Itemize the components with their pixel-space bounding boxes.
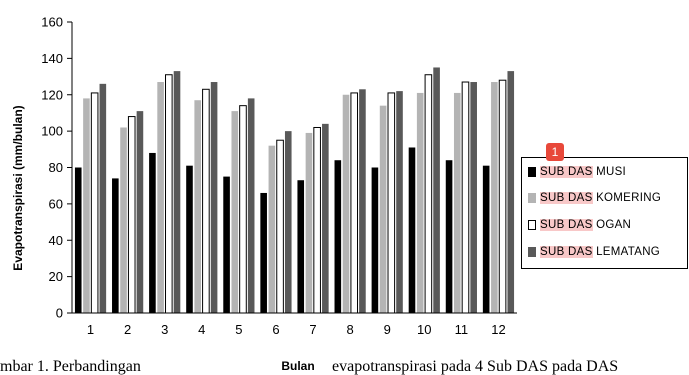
y-tick-label: 120 [41, 87, 63, 102]
y-axis-title: Evapotranspirasi (mm/bulan) [11, 105, 25, 270]
bar-ogan-3 [165, 74, 173, 314]
x-tick-label: 1 [87, 322, 94, 337]
bar-lematang-4 [210, 82, 218, 314]
bar-komering-8 [342, 94, 350, 313]
bar-komering-1 [83, 98, 90, 313]
bar-ogan-8 [350, 92, 359, 314]
bar-lematang-7 [322, 123, 329, 313]
y-tick-label: 140 [41, 51, 63, 66]
bar-komering-4 [194, 100, 201, 314]
bar-lematang-12 [507, 71, 515, 313]
bar-ogan-1 [90, 92, 99, 314]
bar-lematang-1 [99, 83, 107, 313]
legend-swatch-musi [528, 167, 536, 177]
caption-part-left: mbar 1. Perbandingan [0, 358, 141, 375]
x-tick-label: 7 [309, 322, 316, 337]
x-tick-label: 5 [235, 322, 242, 337]
y-tick-label: 20 [49, 269, 63, 284]
bar-komering-2 [120, 127, 127, 314]
legend-swatch-komering [528, 193, 536, 203]
bar-lematang-2 [136, 111, 144, 314]
bar-komering-6 [268, 145, 276, 313]
bar-ogan-10 [424, 74, 433, 314]
bar-komering-5 [231, 111, 239, 314]
legend-label-musi: SUB DAS MUSI [540, 166, 627, 178]
bar-ogan-12 [498, 79, 507, 314]
bar-musi-11 [445, 160, 453, 313]
legend-swatch-lematang [528, 247, 536, 257]
x-axis-ticks: 1 2 3 4 5 6 7 8 9 10 11 12 [87, 322, 506, 337]
bar-ogan-6 [276, 139, 284, 314]
x-tick-label: 12 [491, 322, 505, 337]
bar-musi-10 [408, 147, 416, 313]
legend-swatch-ogan [528, 220, 536, 230]
x-tick-label: 2 [124, 322, 131, 337]
bar-ogan-4 [202, 88, 210, 314]
x-tick-label: 9 [384, 322, 391, 337]
annotation-marker[interactable]: 1 [546, 143, 564, 161]
x-tick-label: 3 [161, 322, 168, 337]
legend-item-komering: SUB DAS KOMERING [528, 191, 661, 205]
bar-ogan-7 [313, 126, 321, 314]
bar-komering-11 [453, 92, 461, 314]
bar-musi-2 [112, 178, 119, 313]
y-axis-ticks: 0 20 40 60 80 100 120 140 160 [41, 15, 72, 321]
bar-komering-12 [491, 82, 498, 314]
x-tick-label: 8 [347, 322, 354, 337]
legend-item-ogan: SUB DAS OGAN [528, 218, 631, 232]
bar-musi-4 [186, 165, 193, 313]
y-tick-label: 100 [41, 124, 63, 139]
legend-label-ogan: SUB DAS OGAN [540, 219, 632, 231]
bar-lematang-3 [173, 71, 181, 313]
legend-item-musi: SUB DAS MUSI [528, 165, 626, 179]
legend: SUB DAS MUSI SUB DAS KOMERING SUB DAS OG… [521, 157, 688, 269]
bar-ogan-11 [461, 81, 470, 314]
x-axis-title: Bulan [281, 359, 314, 373]
figure-caption: mbar 1. Perbandingan evapotranspirasi pa… [0, 358, 689, 375]
bar-lematang-6 [284, 131, 292, 314]
bar-lematang-8 [359, 89, 366, 313]
bar-lematang-5 [247, 98, 255, 313]
y-tick-label: 80 [49, 160, 63, 175]
bar-musi-8 [334, 160, 342, 313]
bar-komering-7 [305, 132, 313, 313]
bar-lematang-10 [433, 67, 440, 313]
bar-lematang-11 [470, 82, 477, 314]
bars [74, 67, 515, 314]
x-tick-label: 11 [455, 322, 469, 337]
legend-label-lematang: SUB DAS LEMATANG [540, 246, 661, 258]
bar-musi-6 [260, 192, 267, 313]
bar-musi-7 [297, 180, 305, 313]
bar-musi-1 [74, 167, 82, 313]
bar-musi-5 [223, 176, 230, 313]
bar-ogan-2 [127, 116, 136, 314]
bar-musi-9 [371, 167, 379, 313]
bar-ogan-5 [239, 105, 247, 314]
caption-part-right: evapotranspirasi pada 4 Sub DAS pada DAS [332, 358, 619, 375]
bar-ogan-9 [387, 92, 396, 314]
y-tick-label: 40 [49, 233, 63, 248]
x-tick-label: 6 [272, 322, 279, 337]
bar-komering-3 [157, 82, 164, 314]
x-tick-label: 10 [417, 322, 431, 337]
legend-label-komering: SUB DAS KOMERING [540, 192, 662, 204]
x-tick-label: 4 [198, 322, 205, 337]
y-tick-label: 0 [56, 306, 63, 321]
y-tick-label: 60 [49, 196, 63, 211]
bar-musi-12 [482, 165, 490, 313]
bar-lematang-9 [396, 91, 403, 313]
legend-item-lematang: SUB DAS LEMATANG [528, 245, 660, 259]
bar-komering-10 [416, 92, 424, 314]
y-tick-label: 160 [41, 15, 63, 30]
bar-komering-9 [379, 105, 387, 313]
bar-musi-3 [149, 152, 156, 313]
